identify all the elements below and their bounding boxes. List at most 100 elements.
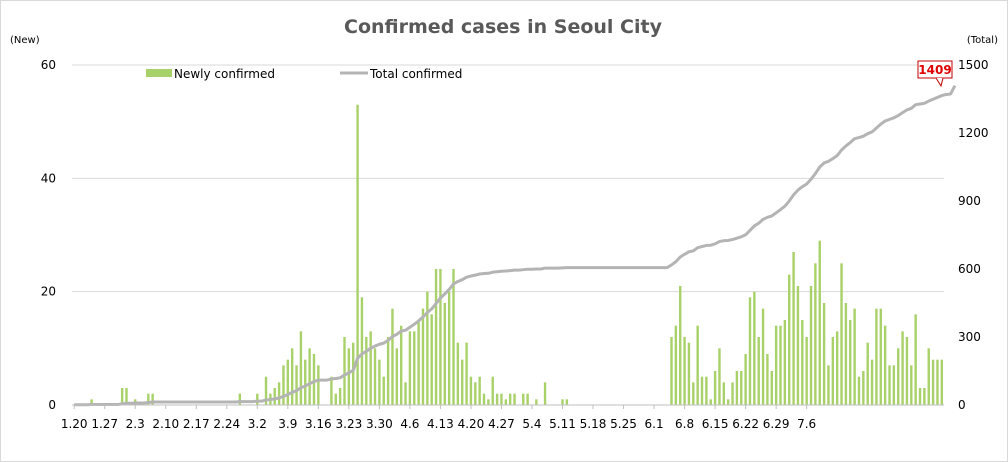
bar-newly-confirmed [382, 376, 385, 405]
left-tick-label: 40 [41, 171, 56, 185]
bar-newly-confirmed [256, 393, 259, 405]
bar-newly-confirmed [312, 354, 316, 405]
bar-series-newly-confirmed [90, 104, 944, 406]
bar-newly-confirmed [914, 314, 917, 405]
bar-newly-confirmed [430, 314, 433, 405]
bar-newly-confirmed [818, 240, 821, 405]
bar-newly-confirmed [508, 393, 512, 405]
callout-box [917, 60, 953, 79]
bar-newly-confirmed [413, 331, 416, 405]
bar-newly-confirmed [378, 359, 381, 405]
bar-newly-confirmed [90, 399, 93, 405]
bar-newly-confirmed [395, 348, 399, 405]
bar-newly-confirmed [365, 337, 368, 405]
bar-newly-confirmed [700, 376, 704, 405]
right-tick-label: 300 [958, 330, 981, 344]
x-tick-label: 3.2 [248, 417, 267, 431]
bar-newly-confirmed [495, 393, 499, 405]
bar-newly-confirmed [822, 303, 826, 405]
bar-newly-confirmed [277, 382, 281, 405]
bar-newly-confirmed [827, 365, 830, 405]
bar-newly-confirmed [522, 393, 525, 405]
bar-newly-confirmed [391, 308, 394, 405]
bar-newly-confirmed [317, 365, 320, 405]
bar-newly-confirmed [238, 393, 242, 405]
bar-newly-confirmed [452, 269, 455, 405]
bar-newly-confirmed [500, 393, 503, 405]
bar-newly-confirmed [151, 393, 154, 405]
x-tick-label: 2.17 [183, 417, 210, 431]
left-tick-label: 60 [41, 58, 56, 72]
x-tick-label: 6.29 [763, 417, 790, 431]
x-tick-label: 2.3 [126, 417, 145, 431]
x-tick-label: 2.24 [213, 417, 240, 431]
bar-newly-confirmed [931, 359, 935, 405]
chart-title: Confirmed cases in Seoul City [344, 16, 663, 38]
bar-newly-confirmed [814, 263, 817, 405]
bar-newly-confirmed [753, 291, 756, 405]
bar-newly-confirmed [744, 354, 747, 405]
bar-newly-confirmed [543, 382, 547, 405]
x-tick-label: 4.6 [400, 417, 419, 431]
left-axis-ticks: 0 20 40 60 [41, 58, 56, 412]
bar-newly-confirmed [125, 388, 128, 405]
bar-newly-confirmed [718, 348, 721, 405]
left-tick-label: 0 [48, 398, 56, 412]
bar-newly-confirmed [779, 325, 782, 405]
bar-newly-confirmed [844, 303, 848, 405]
bar-newly-confirmed [461, 359, 464, 405]
x-tick-label: 6.22 [732, 417, 759, 431]
bar-newly-confirmed [735, 371, 739, 405]
bar-newly-confirmed [883, 325, 887, 405]
bar-newly-confirmed [295, 365, 298, 405]
bar-newly-confirmed [696, 325, 699, 405]
bar-newly-confirmed [796, 286, 800, 405]
bar-newly-confirmed [901, 331, 904, 405]
bar-newly-confirmed [434, 269, 438, 405]
bar-newly-confirmed [722, 382, 726, 405]
bar-newly-confirmed [474, 382, 477, 405]
bar-newly-confirmed [801, 320, 804, 405]
bar-newly-confirmed [308, 348, 311, 405]
left-tick-label: 20 [41, 285, 56, 299]
bar-newly-confirmed [709, 399, 712, 405]
line-series-total-confirmed [74, 84, 957, 407]
x-tick-label: 1.20 [61, 417, 88, 431]
bar-newly-confirmed [482, 393, 486, 405]
bar-newly-confirmed [338, 388, 342, 405]
bar-newly-confirmed [290, 348, 294, 405]
right-axis-unit: (Total) [967, 35, 998, 46]
bar-newly-confirmed [927, 348, 930, 405]
callout-value: 1409 [918, 63, 951, 77]
bar-newly-confirmed [761, 308, 765, 405]
bar-newly-confirmed [679, 286, 682, 405]
bar-newly-confirmed [513, 393, 516, 405]
right-tick-label: 1500 [958, 58, 989, 72]
bar-newly-confirmed [783, 320, 787, 405]
bar-newly-confirmed [330, 376, 333, 405]
bar-newly-confirmed [713, 371, 717, 405]
bar-newly-confirmed [853, 308, 856, 405]
bar-newly-confirmed [417, 320, 420, 405]
x-axis-ticks: 1.20 1.27 2.3 2.10 2.17 2.24 3.2 3.9 3.16 3.23 3.3… [61, 405, 816, 431]
bar-newly-confirmed [862, 371, 865, 405]
bar-newly-confirmed [726, 399, 730, 405]
bar-newly-confirmed [918, 388, 922, 405]
x-tick-label: 3.9 [278, 417, 297, 431]
bar-newly-confirmed [299, 331, 303, 405]
bar-newly-confirmed [766, 354, 769, 405]
bar-newly-confirmed [334, 393, 337, 405]
bar-newly-confirmed [687, 342, 691, 405]
bar-newly-confirmed [831, 337, 835, 405]
bar-newly-confirmed [692, 382, 695, 405]
bar-newly-confirmed [565, 399, 569, 405]
x-tick-label: 3.30 [366, 417, 393, 431]
bar-newly-confirmed [304, 359, 307, 405]
bar-newly-confirmed [905, 337, 909, 405]
bar-newly-confirmed [535, 399, 538, 405]
right-tick-label: 1200 [958, 126, 989, 140]
bar-newly-confirmed [809, 286, 813, 405]
bar-newly-confirmed [731, 382, 734, 405]
bar-newly-confirmed [757, 337, 760, 405]
bar-newly-confirmed [870, 359, 874, 405]
